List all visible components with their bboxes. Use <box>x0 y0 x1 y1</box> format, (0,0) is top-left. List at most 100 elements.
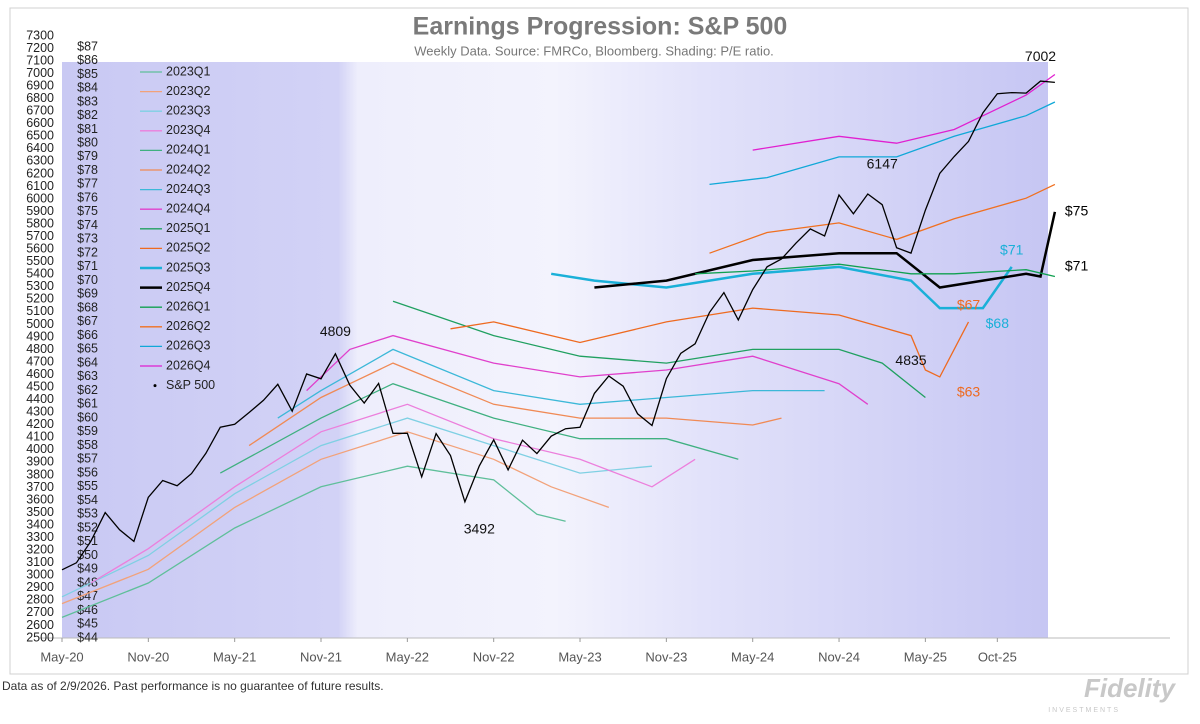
y-tick-label: 7300 <box>26 28 54 42</box>
series-line <box>61 417 653 598</box>
y2-tick-label: $80 <box>77 136 98 150</box>
y-tick-label: 7100 <box>26 53 54 67</box>
logo-sub: INVESTMENTS <box>1048 707 1120 714</box>
y-tick-label: 7200 <box>26 41 54 55</box>
series-line <box>61 431 610 605</box>
y-tick-label: 5200 <box>26 292 54 306</box>
y2-tick-label: $57 <box>77 452 98 466</box>
annotation: $71 <box>1065 258 1089 274</box>
y-tick-label: 6400 <box>26 141 54 155</box>
y-tick-label: 3000 <box>26 568 54 582</box>
annotation: 3492 <box>464 520 495 536</box>
x-tick-label: Nov-23 <box>645 649 687 664</box>
y2-tick-label: $49 <box>77 562 98 576</box>
y-tick-label: 5500 <box>26 254 54 268</box>
y2-tick-label: $63 <box>77 369 98 383</box>
y-tick-label: 2800 <box>26 593 54 607</box>
legend-label: 2025Q4 <box>166 280 211 294</box>
annotation: $71 <box>1000 242 1024 258</box>
y-tick-label: 6100 <box>26 179 54 193</box>
legend-label: 2024Q2 <box>166 162 211 176</box>
y2-tick-label: $47 <box>77 589 98 603</box>
y2-tick-label: $58 <box>77 438 98 452</box>
y2-tick-label: $79 <box>77 149 98 163</box>
y-tick-label: 4000 <box>26 442 54 456</box>
x-tick-label: May-20 <box>40 649 83 664</box>
y-tick-label: 7000 <box>26 66 54 80</box>
legend-label: 2024Q4 <box>166 201 211 215</box>
legend-label: 2023Q4 <box>166 123 211 137</box>
y2-tick-label: $61 <box>77 397 98 411</box>
y-tick-label: 4400 <box>26 392 54 406</box>
annotation: 4809 <box>320 323 351 339</box>
chart-title: Earnings Progression: S&P 500 <box>413 13 788 41</box>
series-line <box>709 101 1056 186</box>
annotation: $67 <box>957 297 981 313</box>
y-tick-label: 5400 <box>26 267 54 281</box>
footnote: Data as of 2/9/2026. Past performance is… <box>2 679 384 693</box>
series-line <box>61 80 1055 571</box>
y-tick-label: 6700 <box>26 104 54 118</box>
x-tick-label: Nov-22 <box>473 649 515 664</box>
y2-tick-label: $56 <box>77 465 98 479</box>
legend-label: 2024Q1 <box>166 143 211 157</box>
y-tick-label: 3400 <box>26 517 54 531</box>
series-line <box>551 265 1013 310</box>
y-tick-label: 4300 <box>26 405 54 419</box>
y-tick-label: 3200 <box>26 543 54 557</box>
y2-tick-label: $74 <box>77 218 98 232</box>
series-line <box>392 300 926 399</box>
y2-tick-label: $84 <box>77 81 98 95</box>
x-tick-label: May-24 <box>731 649 774 664</box>
series-line <box>277 348 825 419</box>
legend-label: 2025Q3 <box>166 260 211 274</box>
annotation: 6147 <box>867 155 898 171</box>
y2-tick-label: $44 <box>77 630 98 644</box>
y-tick-label: 2500 <box>26 630 54 644</box>
y-tick-label: 6600 <box>26 116 54 130</box>
series-line <box>709 183 1056 254</box>
y-tick-label: 6500 <box>26 129 54 143</box>
y2-tick-label: $50 <box>77 548 98 562</box>
y2-tick-label: $55 <box>77 479 98 493</box>
series-line <box>219 382 739 474</box>
series-line <box>450 307 970 378</box>
x-tick-label: May-23 <box>558 649 601 664</box>
annotation: $68 <box>986 315 1010 331</box>
chart-subtitle: Weekly Data. Source: FMRCo, Bloomberg. S… <box>414 43 774 58</box>
annotation: 7002 <box>1025 48 1056 64</box>
y2-tick-label: $75 <box>77 204 98 218</box>
y2-tick-label: $48 <box>77 575 98 589</box>
y-tick-label: 5300 <box>26 279 54 293</box>
y2-tick-label: $78 <box>77 163 98 177</box>
y2-tick-label: $59 <box>77 424 98 438</box>
y2-tick-label: $83 <box>77 94 98 108</box>
y-tick-label: 3600 <box>26 492 54 506</box>
y2-tick-label: $62 <box>77 383 98 397</box>
y2-tick-label: $71 <box>77 259 98 273</box>
y-tick-label: 3300 <box>26 530 54 544</box>
y2-tick-label: $52 <box>77 520 98 534</box>
y-tick-label: 5900 <box>26 204 54 218</box>
y-tick-label: 4700 <box>26 354 54 368</box>
series-line <box>752 73 1056 151</box>
y2-tick-label: $86 <box>77 53 98 67</box>
legend-label: 2023Q3 <box>166 103 211 117</box>
annotation: $63 <box>957 384 981 400</box>
x-tick-label: May-21 <box>213 649 256 664</box>
y-tick-label: 4800 <box>26 342 54 356</box>
legend-label: 2025Q1 <box>166 221 211 235</box>
y2-tick-label: $70 <box>77 273 98 287</box>
y-tick-label: 4100 <box>26 430 54 444</box>
y-tick-label: 4900 <box>26 329 54 343</box>
x-tick-label: May-22 <box>386 649 429 664</box>
y2-tick-label: $46 <box>77 603 98 617</box>
frame <box>9 7 1189 675</box>
legend-label: 2023Q2 <box>166 84 211 98</box>
legend-label: 2026Q3 <box>166 339 211 353</box>
y-tick-label: 6300 <box>26 154 54 168</box>
y-tick-label: 6800 <box>26 91 54 105</box>
y2-tick-label: $81 <box>77 122 98 136</box>
x-tick-label: May-25 <box>904 649 947 664</box>
